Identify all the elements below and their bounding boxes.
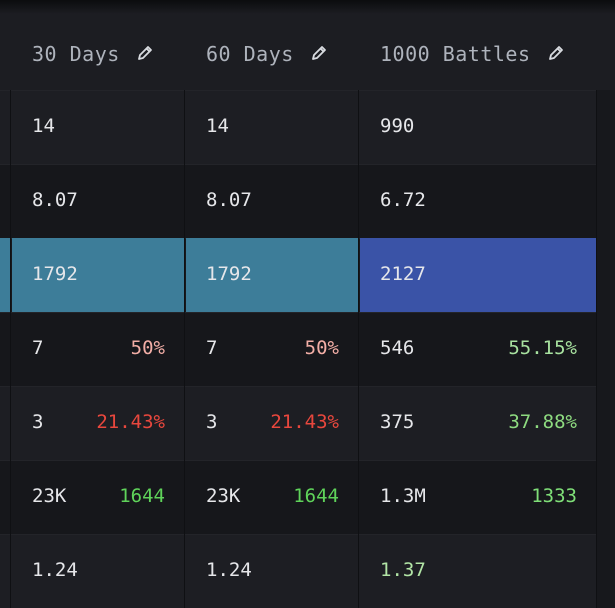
cell: [12, 164, 185, 238]
cell: [12, 238, 185, 312]
cell-percent: 1333: [531, 485, 577, 507]
cell: [186, 312, 359, 386]
row: [0, 534, 597, 608]
cell-value: 8.07: [32, 189, 78, 211]
row: [0, 164, 597, 238]
cell-percent: 37.88%: [508, 411, 577, 433]
cell-value: 2127: [380, 263, 426, 285]
cell-percent: 50%: [130, 337, 165, 359]
cell: [186, 386, 359, 460]
cell: [186, 90, 359, 164]
cell: [360, 238, 597, 312]
cell: [186, 238, 359, 312]
top-shadow: [0, 0, 615, 14]
cell-value: 1.24: [206, 559, 252, 581]
cell: [12, 90, 185, 164]
cell-value: 1792: [206, 263, 252, 285]
side-cell: [0, 312, 11, 386]
cell-value: 3: [32, 411, 44, 433]
cell: [186, 164, 359, 238]
header-row: [0, 0, 615, 90]
cell-value: 1.24: [32, 559, 78, 581]
row: [0, 460, 597, 534]
cell-value: 8.07: [206, 189, 252, 211]
cell: [360, 460, 597, 534]
cell-value: 1792: [32, 263, 78, 285]
edit-button[interactable]: [310, 44, 328, 62]
cell-value: 6.72: [380, 189, 426, 211]
cell-percent: 1644: [293, 485, 339, 507]
cell-percent: 1644: [119, 485, 165, 507]
edit-icon[interactable]: [547, 44, 565, 62]
cell: [12, 460, 185, 534]
cell: [12, 534, 185, 608]
cell-percent: 21.43%: [270, 411, 339, 433]
cell: [360, 90, 597, 164]
cell-percent: 50%: [304, 337, 339, 359]
cell: [360, 534, 597, 608]
cell-value: 14: [32, 115, 55, 137]
side-cell: [0, 90, 11, 164]
cell-value: 1.3M: [380, 485, 426, 507]
cell-value: 546: [380, 337, 415, 359]
cell-value: 1.37: [380, 559, 426, 581]
cell-percent: 55.15%: [508, 337, 577, 359]
cell-value: 7: [32, 337, 44, 359]
side-cell: [0, 164, 11, 238]
column-header[interactable]: 1000 Battles: [380, 42, 531, 66]
cell: [186, 460, 359, 534]
cell-value: 7: [206, 337, 218, 359]
row: [0, 386, 597, 460]
cell-percent: 21.43%: [96, 411, 165, 433]
column-header[interactable]: 30 Days: [32, 42, 120, 66]
cell-value: 990: [380, 115, 415, 137]
cell-value: 23K: [32, 485, 67, 507]
edit-button[interactable]: [136, 44, 154, 62]
side-cell: [0, 238, 11, 312]
edit-icon[interactable]: [136, 44, 154, 62]
row: [0, 90, 597, 164]
row: [0, 312, 597, 386]
side-cell: [0, 460, 11, 534]
cell-value: 3: [206, 411, 218, 433]
cell: [360, 164, 597, 238]
cell: [360, 312, 597, 386]
column-header[interactable]: 60 Days: [206, 42, 294, 66]
cell: [12, 386, 185, 460]
side-cell: [0, 386, 11, 460]
edit-icon[interactable]: [310, 44, 328, 62]
cell: [186, 534, 359, 608]
cell-value: 14: [206, 115, 229, 137]
cell-value: 23K: [206, 485, 241, 507]
side-cell: [0, 534, 11, 608]
cell: [12, 312, 185, 386]
cell-value: 375: [380, 411, 415, 433]
edit-button[interactable]: [547, 44, 565, 62]
cell: [360, 386, 597, 460]
